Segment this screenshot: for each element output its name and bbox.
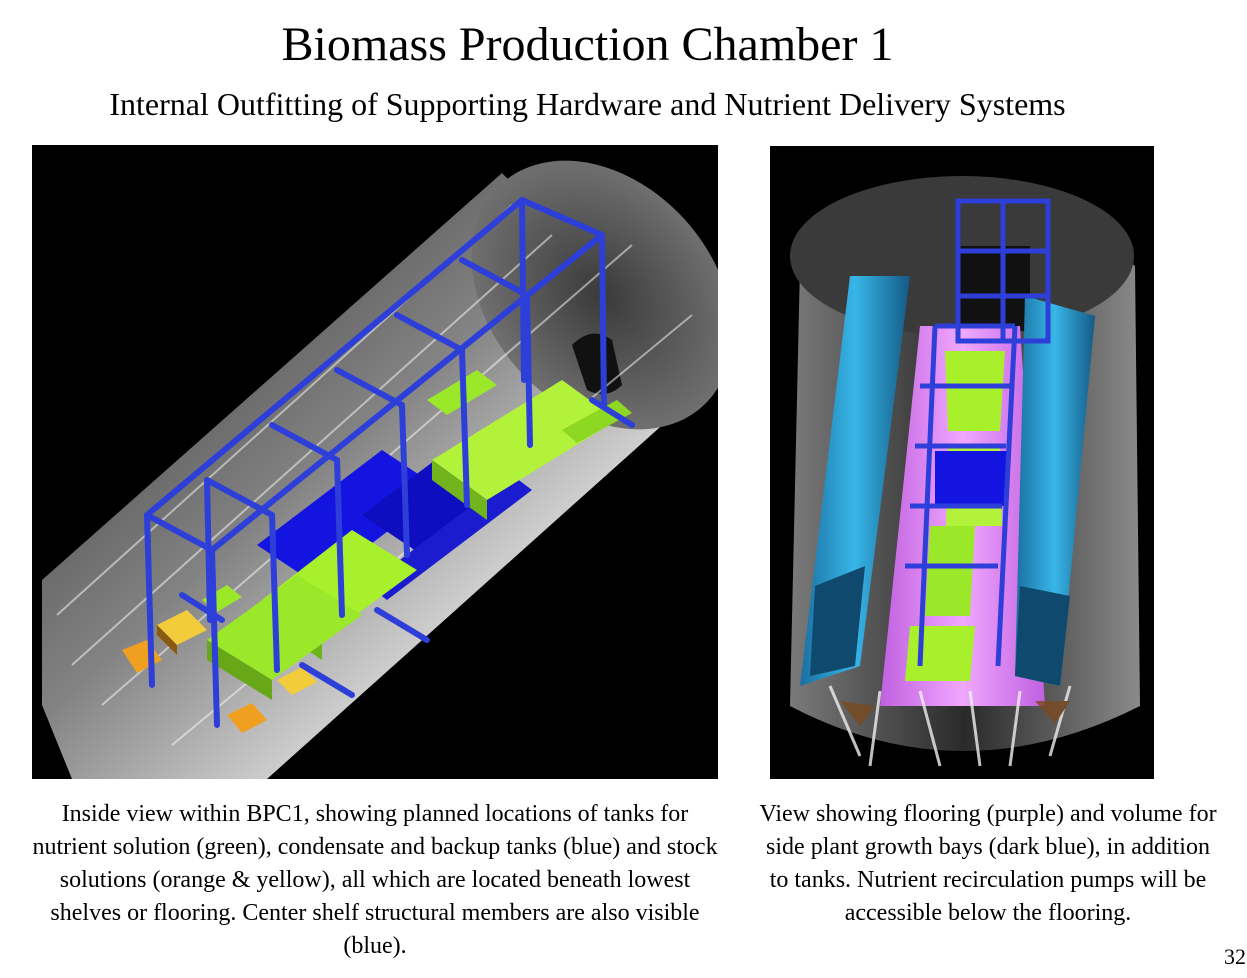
bpc1-inside-view-illustration: [42, 160, 718, 779]
slide-title: Biomass Production Chamber 1: [281, 18, 894, 71]
right-figure-caption: View showing flooring (purple) and volum…: [759, 801, 1217, 926]
left-figure-caption: Inside view within BPC1, showing planned…: [32, 801, 718, 959]
bpc1-flooring-view-render: [770, 146, 1154, 779]
center-shelf-structural-members: [905, 198, 1051, 667]
backup-tanks-blue: [935, 451, 1010, 506]
bpc1-flooring-view-illustration: [790, 176, 1140, 767]
recirculation-pump-area: [828, 685, 1072, 767]
slide-subtitle: Internal Outfitting of Supporting Hardwa…: [109, 86, 1066, 122]
page-number: 32: [1224, 944, 1246, 969]
center-shelf-structural-members: [144, 197, 635, 728]
side-plant-growth-bays: [800, 276, 1095, 686]
bpc1-inside-view-render: [32, 145, 718, 779]
